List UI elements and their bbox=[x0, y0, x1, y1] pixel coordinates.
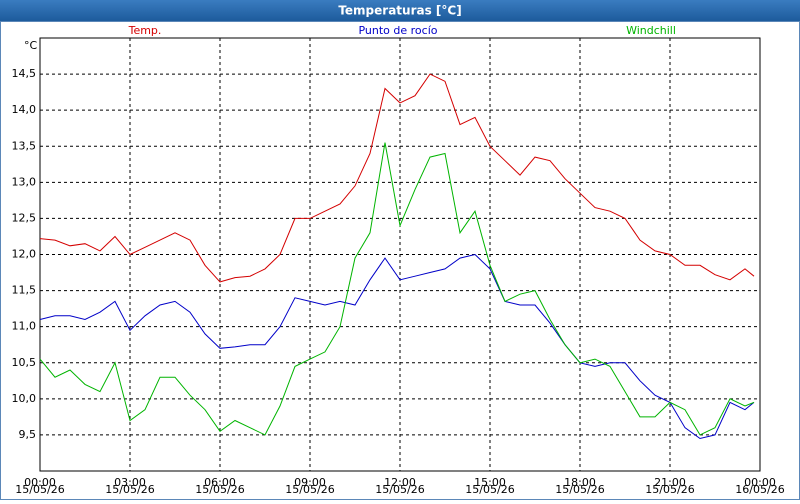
y-tick-label: 11,0 bbox=[12, 320, 37, 333]
series-line bbox=[39, 142, 755, 436]
header-bar bbox=[0, 0, 800, 21]
x-tick-date: 15/05/26 bbox=[465, 483, 514, 496]
y-tick-label: 9,5 bbox=[19, 428, 37, 441]
y-tick-label: 10,0 bbox=[12, 392, 37, 405]
x-tick-date: 16/05/26 bbox=[735, 483, 784, 496]
y-tick-label: 14,0 bbox=[12, 103, 37, 116]
y-tick-label: 13,0 bbox=[12, 175, 37, 188]
y-tick-label: 12,0 bbox=[12, 248, 37, 261]
x-tick-label: 15:00 bbox=[474, 476, 506, 489]
x-tick-label: 09:00 bbox=[294, 476, 326, 489]
x-tick-date: 15/05/26 bbox=[375, 483, 424, 496]
y-tick-label: 13,5 bbox=[12, 139, 37, 152]
x-tick-label: 21:00 bbox=[654, 476, 686, 489]
y-tick-label: 14,5 bbox=[12, 67, 37, 80]
x-tick-label: 18:00 bbox=[564, 476, 596, 489]
series-line bbox=[39, 73, 755, 283]
x-tick-date: 15/05/26 bbox=[15, 483, 64, 496]
series-line bbox=[39, 253, 755, 440]
legend-entry: Temp. bbox=[128, 24, 162, 37]
legend-entry: Punto de rocío bbox=[358, 24, 437, 37]
x-tick-date: 15/05/26 bbox=[195, 483, 244, 496]
x-tick-label: 00:00 bbox=[24, 476, 56, 489]
y-tick-label: 12,5 bbox=[12, 211, 37, 224]
x-tick-date: 15/05/26 bbox=[645, 483, 694, 496]
y-tick-label: 11,5 bbox=[12, 284, 37, 297]
x-tick-date: 15/05/26 bbox=[285, 483, 334, 496]
x-tick-label: 03:00 bbox=[114, 476, 146, 489]
x-tick-date: 15/05/26 bbox=[105, 483, 154, 496]
x-tick-label: 06:00 bbox=[204, 476, 236, 489]
y-tick-label: 10,5 bbox=[12, 356, 37, 369]
x-tick-label: 00:00 bbox=[744, 476, 776, 489]
y-unit: °C bbox=[24, 39, 38, 52]
x-tick-label: 12:00 bbox=[384, 476, 416, 489]
x-tick-date: 15/05/26 bbox=[555, 483, 604, 496]
legend-entry: Windchill bbox=[626, 24, 676, 37]
chart-title: Temperaturas [°C] bbox=[338, 4, 461, 18]
